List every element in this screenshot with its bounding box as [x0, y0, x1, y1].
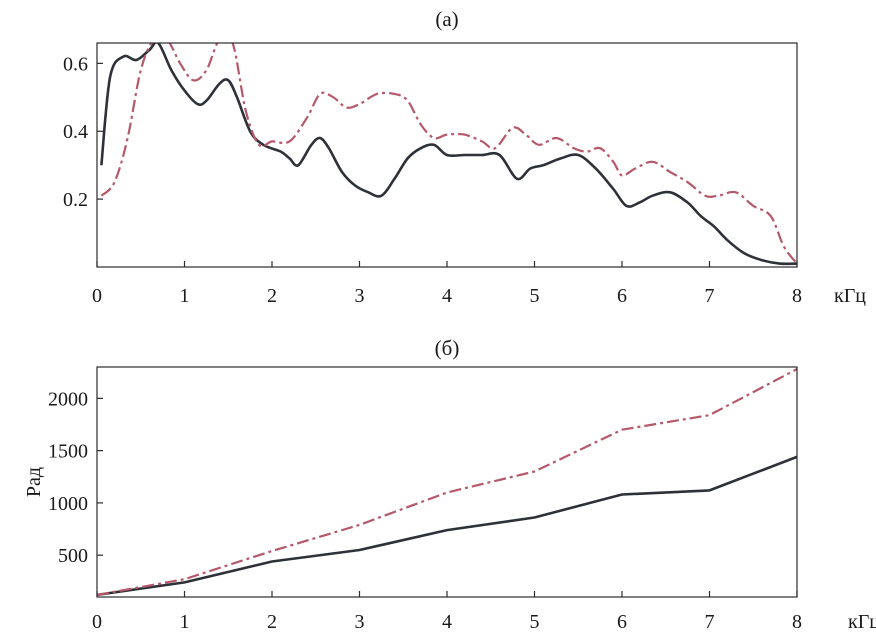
x-tick-label: 7	[705, 285, 715, 307]
series-group	[100, 43, 797, 266]
x-unit-label: кГц	[848, 611, 876, 632]
series-line-solid	[100, 43, 797, 266]
series-line-solid	[97, 455, 797, 597]
x-tick-label: 3	[355, 611, 365, 632]
x-tick-label: 3	[355, 285, 365, 307]
x-tick-label: 4	[442, 285, 452, 307]
x-tick-label: 0	[92, 611, 102, 632]
y-tick-label: 500	[58, 545, 88, 567]
x-tick-label: 5	[530, 285, 540, 307]
x-tick-label: 6	[617, 285, 627, 307]
y-tick-label: 0.2	[63, 189, 88, 211]
series-group	[97, 368, 797, 597]
y-tick-label: 0.6	[63, 53, 88, 75]
x-tick-label: 2	[267, 285, 277, 307]
x-unit-label: кГц	[834, 285, 866, 307]
y-tick-label: 0.4	[63, 121, 88, 143]
x-tick-label: 8	[792, 611, 802, 632]
series-line-dash-dot	[100, 43, 797, 265]
x-tick-label: 8	[792, 285, 802, 307]
x-tick-label: 4	[442, 611, 452, 632]
y-tick-label: 1000	[48, 493, 88, 515]
y-tick-label: 1500	[48, 441, 88, 463]
x-tick-label: 1	[180, 611, 190, 632]
y-tick-label: 2000	[48, 388, 88, 410]
x-tick-label: 2	[267, 611, 277, 632]
x-tick-label: 7	[705, 611, 715, 632]
chart-title: (a)	[435, 7, 458, 31]
chart-panel-a: (a) 0 1 2 3 4 5 6 7 8 кГц 0.2 0.4 0.6	[63, 7, 866, 307]
chart-panel-b: (б) 0 1 2 3 4 5 6 7 8 кГц 500 1000 1500 2000 Рад	[23, 336, 876, 632]
x-tick-label: 5	[530, 611, 540, 632]
series-line-dash-dot	[97, 368, 797, 596]
chart-title: (б)	[435, 336, 460, 360]
x-tick-label: 0	[92, 285, 102, 307]
x-tick-label: 6	[617, 611, 627, 632]
plot-frame	[96, 366, 798, 598]
y-axis-label: Рад	[23, 467, 45, 497]
x-tick-label: 1	[180, 285, 190, 307]
